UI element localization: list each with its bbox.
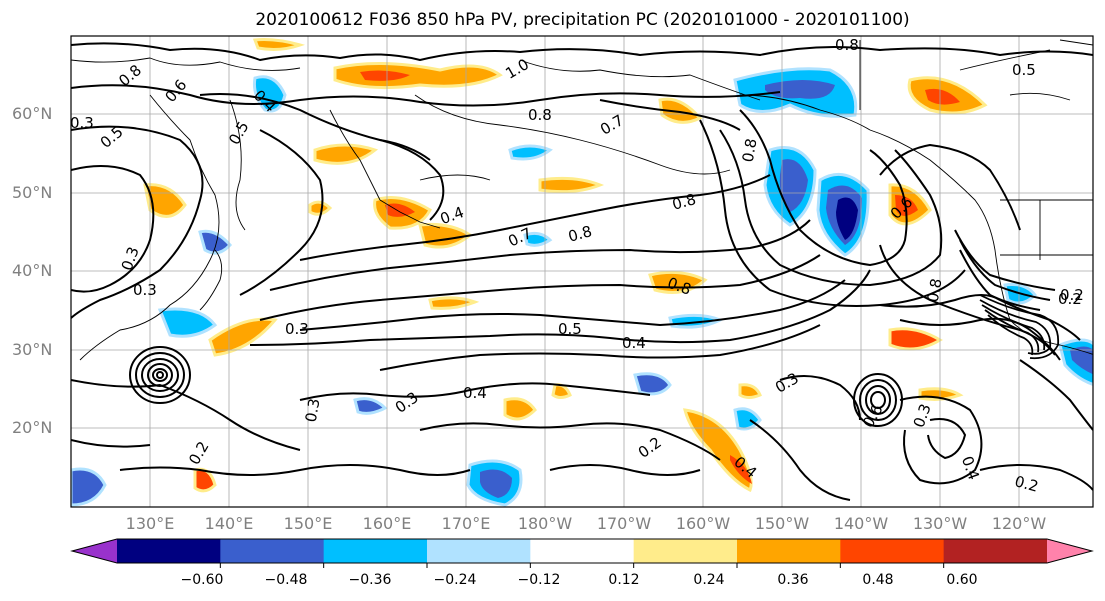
contour-label: 0.3: [133, 281, 157, 299]
lon-label: 170°W: [596, 514, 652, 533]
contour-label: 0.2: [1060, 286, 1084, 304]
colorbar-segment: [323, 539, 428, 563]
contour-label: 0.8: [566, 222, 594, 246]
map-frame: [70, 35, 1094, 508]
lon-label: 170°E: [441, 514, 491, 533]
lat-label: 50°N: [12, 183, 53, 202]
contour-label: 0.4: [622, 334, 646, 352]
colorbar-segment: [737, 539, 841, 563]
contour-band-coastal: [979, 294, 1060, 360]
lat-label: 20°N: [12, 418, 53, 437]
colorbar-tick-label: −0.24: [433, 572, 477, 588]
colorbar-tick-label: 0.60: [946, 572, 978, 588]
colorbar-tick-label: −0.60: [180, 572, 224, 588]
contour-label: 0.5: [558, 320, 582, 338]
colorbar-tick-label: −0.36: [348, 572, 392, 588]
colorbar-tick-label: 0.24: [693, 572, 725, 588]
colorbar-tick-label: 0.48: [862, 572, 894, 588]
contour-label: 0.8: [528, 106, 552, 124]
colorbar: [70, 538, 1094, 568]
lon-label: 150°W: [754, 514, 810, 533]
precip-negative-patches: [71, 67, 1093, 507]
lon-label: 160°E: [362, 514, 412, 533]
pv-contours: [71, 42, 1093, 501]
lon-label: 150°E: [283, 514, 333, 533]
lat-label: 40°N: [12, 261, 53, 280]
coastlines: [71, 39, 1093, 361]
lon-label: 140°E: [204, 514, 254, 533]
contour-label: 0.3: [302, 397, 324, 424]
colorbar-tick-label: −0.12: [517, 572, 561, 588]
lat-label: 30°N: [12, 340, 53, 359]
colorbar-tick-label: 0.36: [777, 572, 809, 588]
contour-label: 0.8: [739, 137, 761, 164]
colorbar-tick-label: −0.48: [264, 572, 308, 588]
map-content: 0.8 0.6 0.4 0.5 0.3 1.0 0.8 0.7 0.8 0.3 …: [70, 36, 1093, 507]
colorbar-extend-min: [72, 539, 117, 563]
colorbar-segment: [633, 539, 738, 563]
contour-label: 0.4: [463, 384, 487, 402]
lat-label: 60°N: [12, 104, 53, 123]
contour-label: 0.8: [924, 277, 946, 304]
colorbar-segment: [530, 539, 635, 563]
contour-label: 0.8: [670, 190, 698, 214]
contour-label: 0.2: [1058, 290, 1082, 308]
closed-contour-low-east: [853, 373, 903, 427]
colorbar-segment: [220, 539, 325, 563]
graticule: [71, 36, 1093, 507]
lon-label: 140°W: [833, 514, 889, 533]
precip-positive-patches: [143, 38, 988, 493]
lon-label: 130°W: [912, 514, 968, 533]
colorbar-extend-max: [1047, 539, 1092, 563]
colorbar-segment: [427, 539, 531, 563]
map-title: 2020100612 F036 850 hPa PV, precipitatio…: [255, 10, 910, 30]
map-background: [71, 36, 1093, 507]
lon-label: 120°W: [991, 514, 1047, 533]
contour-label: 0.3: [70, 114, 94, 132]
colorbar-tick-label: 0.12: [608, 572, 640, 588]
colorbar-outline: [70, 538, 1094, 564]
contour-label: 0.8: [835, 36, 859, 54]
contour-label: 0.5: [1012, 61, 1036, 79]
colorbar-segment: [943, 539, 1048, 563]
contour-label: 0.2: [1013, 472, 1041, 496]
colorbar-segment: [840, 539, 945, 563]
closed-contour-low-west: [129, 346, 191, 404]
lon-label: 160°W: [675, 514, 731, 533]
lon-label: 130°E: [125, 514, 175, 533]
colorbar-segment: [117, 539, 221, 563]
lon-label: 180°W: [517, 514, 573, 533]
contour-label: 0.3: [285, 320, 309, 338]
